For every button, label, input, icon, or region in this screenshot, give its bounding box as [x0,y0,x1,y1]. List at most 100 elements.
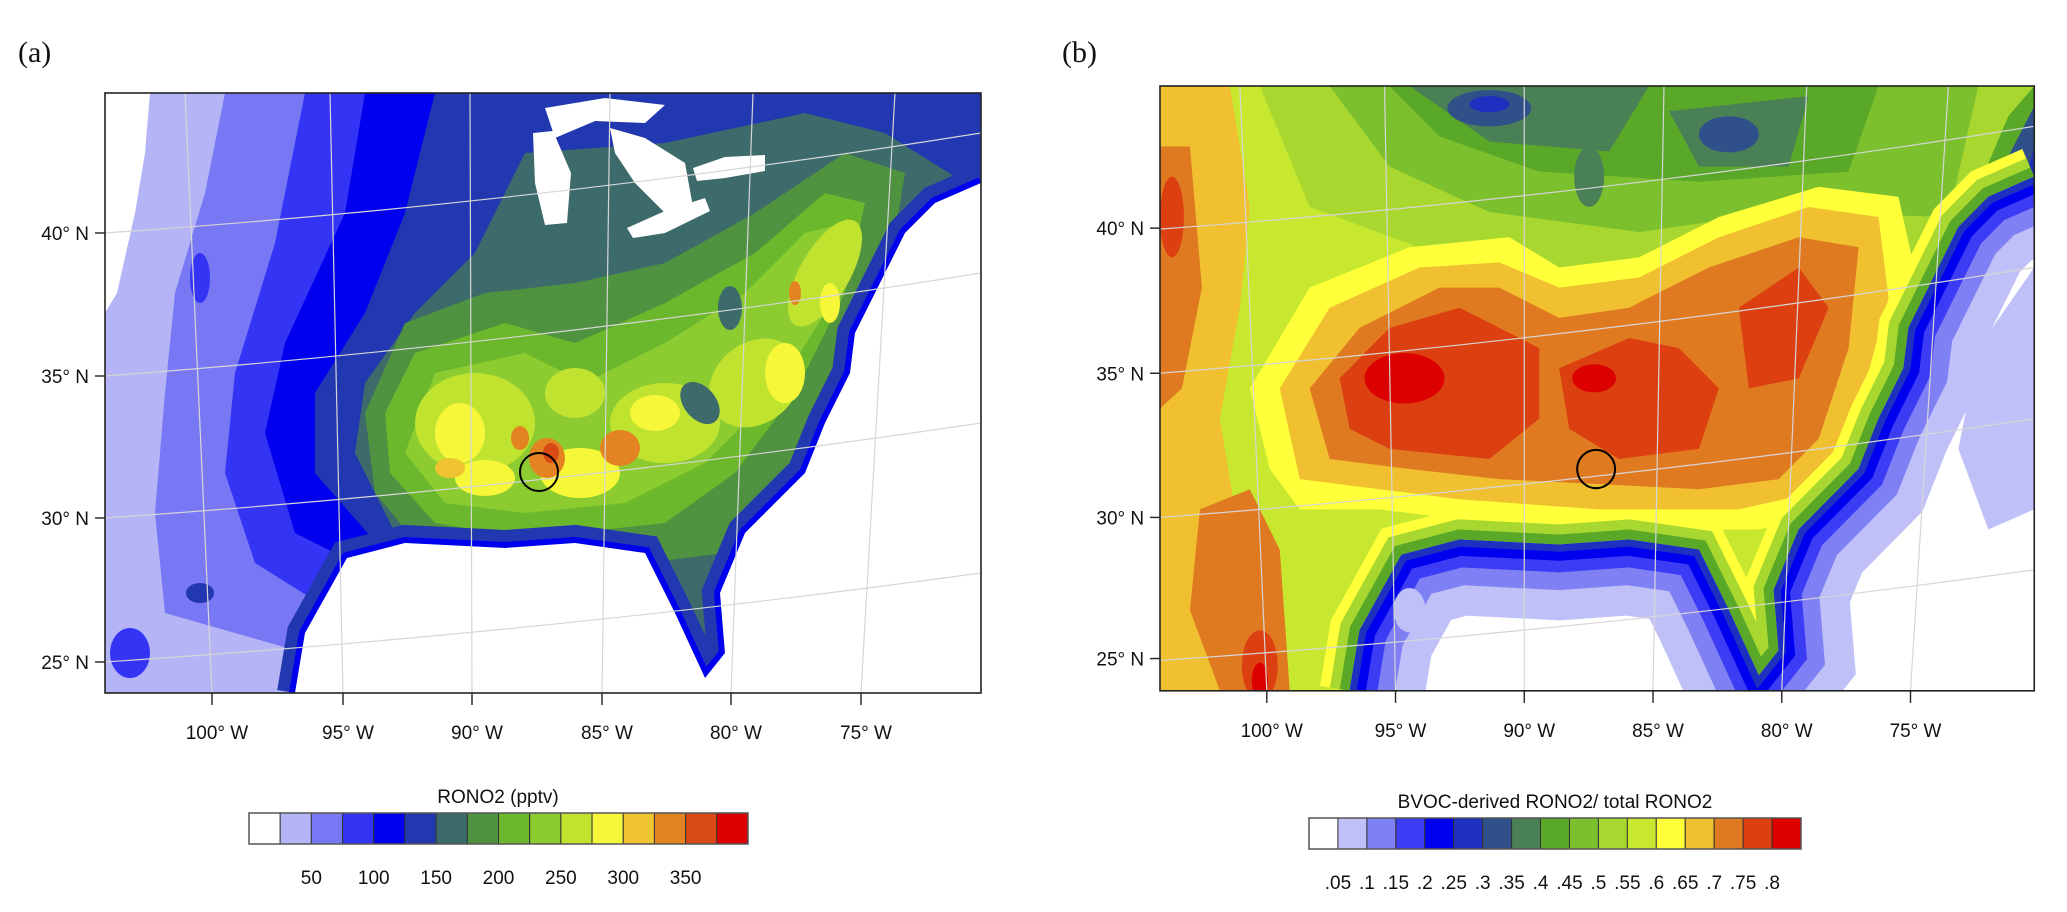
site-marker-circle [1576,448,1617,490]
colorbar-label: 200 [483,868,515,889]
colorbar-box [404,812,437,845]
colorbar-label: .55 [1614,873,1640,894]
map-frame [104,92,982,694]
graticule [105,93,981,693]
colorbar-label: .6 [1648,873,1664,894]
colorbar-b: BVOC-derived RONO2/ total RONO2 .05 .1 .15… [1308,792,1802,894]
colorbar-box [716,812,749,845]
rono2-concentration-field [105,93,981,693]
colorbar-box [1453,817,1484,850]
colorbar-box [498,812,531,845]
colorbar-box [1482,817,1513,850]
great-lakes [533,98,765,238]
lat-axis: 40° N 35° N 30° N 25° N [1096,219,1160,671]
colorbar-label: .65 [1672,873,1698,894]
colorbar-frame [1308,817,1802,850]
colorbar-label: .45 [1556,873,1582,894]
colorbar-box [1366,817,1397,850]
colorbar-label: .75 [1730,873,1756,894]
lon-tick-label: 100° W [1241,721,1303,742]
lon-tick-label: 75° W [840,723,892,744]
colorbar-label: .25 [1440,873,1466,894]
colorbar-box [1395,817,1426,850]
colorbar-box [1713,817,1744,850]
colorbar-label: .5 [1590,873,1606,894]
map-panel-a: 40° N 35° N 30° N 25° N 100° W 95° W 90°… [41,92,982,744]
colorbar-title: BVOC-derived RONO2/ total RONO2 [1398,792,1713,813]
map-panel-b: 40° N 35° N 30° N 25° N 100° W 95° W 90°… [1096,85,2036,742]
colorbar-box [1771,817,1802,850]
lon-tick-label: 75° W [1890,721,1942,742]
lon-tick-label: 100° W [186,723,249,744]
colorbar-label: 300 [607,868,639,889]
graticule [1160,86,2035,691]
colorbar-label: .7 [1706,873,1722,894]
panel-label-b: (b) [1062,36,1097,69]
lat-axis: 40° N 35° N 30° N 25° N [41,224,105,674]
colorbar-box [1511,817,1542,850]
lon-tick-label: 95° W [1375,721,1427,742]
colorbar-box [1568,817,1599,850]
lon-tick-label: 90° W [1503,721,1555,742]
colorbar-box [373,812,406,845]
colorbar-label: .1 [1359,873,1375,894]
colorbar-box [1597,817,1628,850]
colorbar-box [1540,817,1570,850]
colorbar-label: .35 [1498,873,1524,894]
colorbar-label: 350 [670,868,702,889]
colorbar-label: .2 [1417,873,1433,894]
colorbar-box [1684,817,1715,850]
colorbar-label: .15 [1383,873,1409,894]
colorbar-box [529,812,562,845]
colorbar-box [279,812,312,845]
colorbar-box [1337,817,1368,850]
lon-tick-label: 85° W [1632,721,1684,742]
colorbar-box [248,812,281,845]
map-frame [1159,85,2036,692]
lat-tick-label: 30° N [1096,508,1144,529]
lon-tick-label: 85° W [581,723,633,744]
lat-tick-label: 25° N [41,653,89,674]
colorbar-label: .8 [1764,873,1780,894]
colorbar-a: RONO2 (pptv) 50 100 150 200 250 300 350 [248,787,749,889]
colorbar-box [342,812,375,845]
colorbar-box [622,812,655,845]
panel-label-a: (a) [18,36,51,69]
colorbar-box [1626,817,1657,850]
colorbar-box [435,812,468,845]
colorbar-box [1742,817,1773,850]
colorbar-box [560,812,593,845]
colorbar-label: .4 [1533,873,1549,894]
colorbar-title: RONO2 (pptv) [437,787,558,808]
colorbar-box [310,812,344,845]
lat-tick-label: 40° N [1096,219,1144,240]
lat-tick-label: 35° N [41,367,89,388]
lat-tick-label: 30° N [41,509,89,530]
lon-tick-label: 95° W [322,723,374,744]
colorbar-box [466,812,499,845]
lat-tick-label: 25° N [1096,650,1144,671]
lon-tick-label: 90° W [451,723,503,744]
colorbar-box [591,812,624,845]
colorbar-box [1655,817,1686,850]
colorbar-box [653,812,687,845]
lat-tick-label: 35° N [1096,364,1144,385]
lon-tick-label: 80° W [1761,721,1813,742]
colorbar-label: .05 [1325,873,1351,894]
colorbar-label: .3 [1475,873,1491,894]
colorbar-box [1424,817,1455,850]
lat-tick-label: 40° N [41,224,89,245]
colorbar-label: 150 [420,868,452,889]
bvoc-fraction-field [1160,86,2035,691]
colorbar-box [1308,817,1339,850]
colorbar-frame [248,812,749,845]
colorbar-label: 50 [301,868,322,889]
colorbar-label: 250 [545,868,577,889]
lon-axis: 100° W 95° W 90° W 85° W 80° W 75° W [1241,690,1942,742]
lon-tick-label: 80° W [710,723,762,744]
colorbar-box [685,812,718,845]
lon-axis: 100° W 95° W 90° W 85° W 80° W 75° W [186,693,892,744]
colorbar-label: 100 [358,868,390,889]
site-marker-circle [519,452,559,492]
